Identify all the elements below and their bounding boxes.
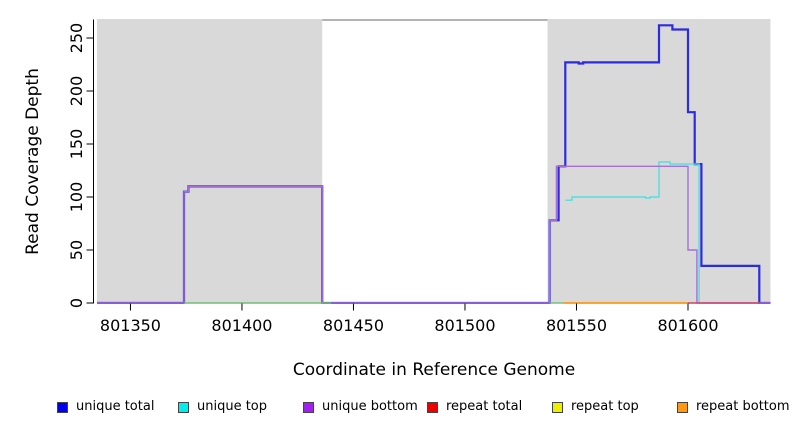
legend-label: unique total	[76, 399, 155, 414]
y-tick-label: 100	[67, 182, 86, 213]
x-tick-label: 801600	[657, 316, 718, 335]
legend-swatch-icon	[427, 401, 438, 413]
y-tick-label: 250	[67, 23, 86, 54]
series-lines	[97, 24, 771, 304]
x-tick-label: 801450	[323, 316, 384, 335]
axes: 0 50 100 150 200 250 801350 801400 801450 801500 8…	[67, 19, 719, 335]
x-tick-label: 801550	[546, 316, 607, 335]
legend-label: repeat bottom	[696, 399, 790, 414]
shaded-region	[547, 19, 771, 303]
y-tick-label: 50	[67, 240, 86, 260]
legend-item-unique-bottom: unique bottom	[303, 398, 418, 416]
legend-item-unique-total: unique total	[57, 398, 154, 416]
legend-label: unique bottom	[322, 399, 418, 414]
legend-item-repeat-bottom: repeat bottom	[677, 398, 790, 416]
legend-swatch-icon	[57, 401, 68, 413]
y-tick-label: 150	[67, 129, 86, 160]
y-axis-title: Read Coverage Depth	[23, 68, 43, 255]
shaded-regions	[97, 19, 771, 303]
legend-label: unique top	[197, 399, 268, 414]
legend-item-repeat-top: repeat top	[552, 398, 639, 416]
x-axis-title: Coordinate in Reference Genome	[293, 360, 575, 380]
y-tick-label: 0	[67, 298, 86, 308]
legend-swatch-icon	[303, 401, 314, 413]
shaded-region	[97, 19, 323, 303]
legend-swatch-icon	[178, 401, 189, 413]
legend-item-repeat-total: repeat total	[427, 398, 522, 416]
legend-label: repeat top	[571, 399, 639, 414]
legend: unique total unique top unique bottom repea…	[0, 398, 792, 418]
legend-swatch-icon	[552, 401, 563, 413]
legend-swatch-icon	[677, 401, 688, 413]
x-tick-label: 801400	[211, 316, 272, 335]
series-line-unique-bottom	[97, 165, 771, 304]
legend-label: repeat total	[446, 399, 523, 414]
series-line-unique-top	[565, 161, 700, 303]
x-tick-label: 801500	[434, 316, 495, 335]
y-tick-label: 200	[67, 76, 86, 107]
legend-item-unique-top: unique top	[178, 398, 267, 416]
x-tick-label: 801350	[100, 316, 161, 335]
